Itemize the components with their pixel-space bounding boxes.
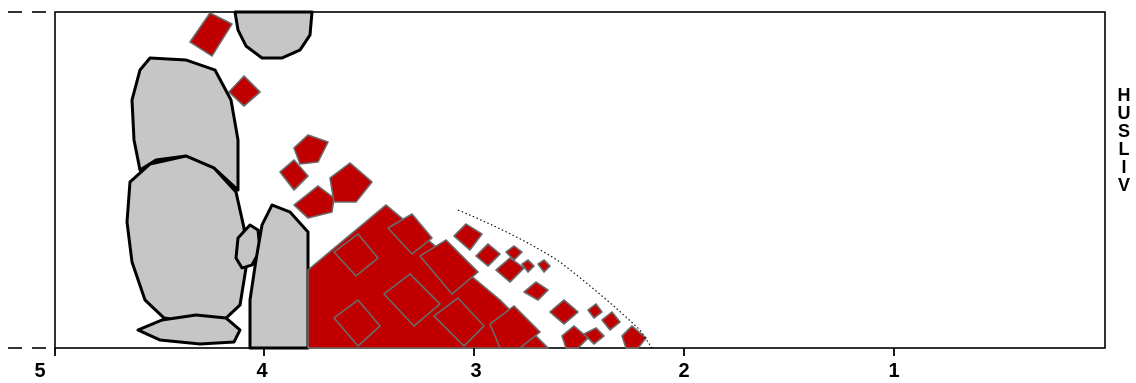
slope-line — [457, 209, 653, 349]
brick-frag-4 — [505, 245, 523, 261]
scale-label: 5 — [34, 360, 45, 382]
scale-label: 4 — [256, 360, 268, 382]
brick-frag-2 — [475, 243, 501, 267]
brick-frag-5 — [521, 259, 535, 273]
brick-frag-9 — [587, 303, 603, 319]
stones — [125, 10, 314, 350]
scale-label: 2 — [678, 360, 689, 382]
brick-small-2 — [293, 134, 329, 165]
scale-label: 3 — [470, 360, 481, 382]
brick-frag-6 — [537, 259, 551, 273]
brick-block-1 — [387, 213, 433, 255]
scale-label: 1 — [888, 360, 899, 382]
brick-frag-1 — [453, 223, 483, 251]
section-frame — [8, 11, 1106, 349]
brick-frag-12 — [583, 327, 605, 345]
stone-slab — [248, 203, 310, 350]
brick-small-1 — [228, 75, 261, 107]
brick-small-3 — [279, 159, 309, 191]
brick-frag-11 — [561, 325, 589, 349]
brick-frag-3 — [495, 257, 525, 283]
stone-small-oval — [234, 223, 262, 270]
frame-border — [54, 11, 1106, 349]
side-label-letter: S — [1118, 121, 1130, 141]
brick-frag-8 — [549, 299, 579, 325]
brick-frag-10 — [601, 311, 621, 331]
stone-flat — [136, 313, 242, 346]
brick-small-4 — [293, 185, 335, 219]
stone-top — [233, 10, 314, 60]
brick-block-5 — [333, 299, 381, 347]
brick-block-4 — [419, 239, 479, 295]
side-label-letter: U — [1118, 103, 1131, 123]
brick-block-7 — [489, 305, 541, 349]
brick-block-6 — [433, 297, 485, 347]
brick-block-2 — [333, 233, 379, 277]
brick-small-5 — [329, 162, 373, 203]
bricks — [189, 12, 647, 349]
scale-axis: 5 4 3 2 1 — [34, 348, 900, 382]
side-label-letter: L — [1119, 139, 1130, 159]
brick-block-3 — [383, 273, 441, 327]
side-label: H U S L I V — [1118, 85, 1131, 195]
brick-frag-7 — [523, 281, 549, 301]
brick-frag-13 — [621, 325, 647, 349]
side-label-letter: V — [1118, 175, 1130, 195]
side-label-letter: I — [1121, 157, 1126, 177]
side-label-letter: H — [1118, 85, 1131, 105]
brick-top — [189, 12, 233, 57]
